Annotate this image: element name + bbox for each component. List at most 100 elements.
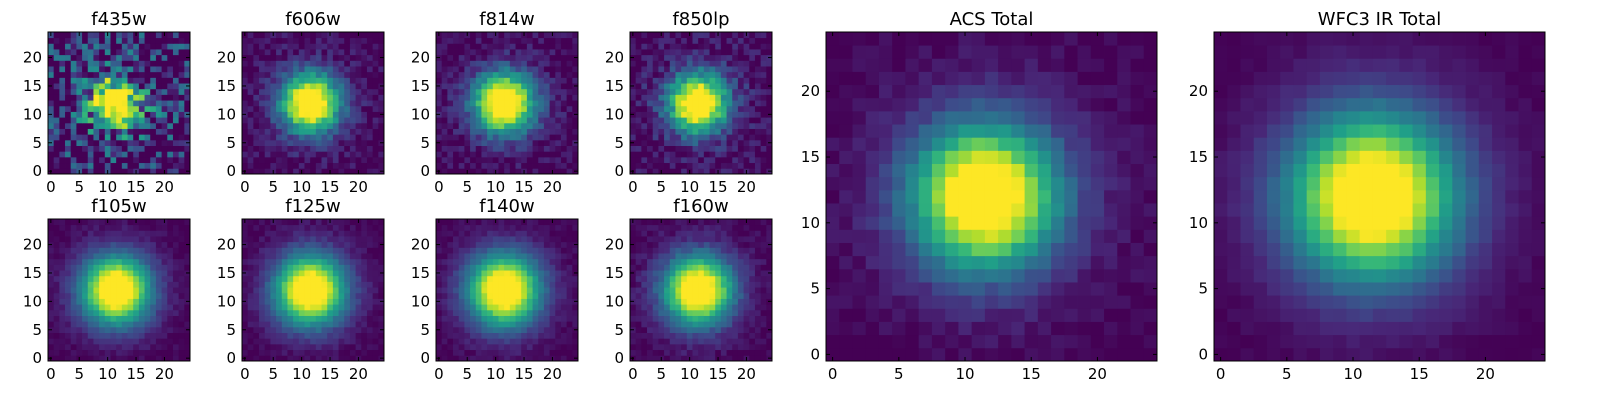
heatmap-cell bbox=[344, 309, 351, 316]
heatmap-cell bbox=[760, 151, 767, 158]
heatmap-cell bbox=[675, 145, 682, 152]
heatmap-cell bbox=[492, 134, 499, 141]
heatmap-cell bbox=[104, 43, 111, 50]
heatmap-cell bbox=[543, 32, 550, 39]
heatmap-cell bbox=[82, 88, 89, 95]
heatmap-cell bbox=[65, 162, 72, 169]
heatmap-cell bbox=[675, 134, 682, 141]
heatmap-cell bbox=[76, 270, 83, 277]
heatmap-cell bbox=[453, 156, 460, 164]
heatmap-cell bbox=[675, 128, 682, 135]
heatmap-cell bbox=[487, 338, 494, 345]
heatmap-cell bbox=[766, 332, 773, 339]
heatmap-cell bbox=[127, 326, 134, 333]
heatmap-cell bbox=[104, 122, 111, 129]
heatmap-cell bbox=[76, 343, 83, 351]
heatmap-cell bbox=[161, 54, 168, 61]
heatmap-cell bbox=[82, 332, 89, 339]
heatmap-cell bbox=[104, 304, 111, 311]
heatmap-cell bbox=[70, 77, 77, 84]
heatmap-cell bbox=[669, 71, 676, 78]
heatmap-cell bbox=[310, 145, 317, 152]
heatmap-cell bbox=[133, 49, 140, 56]
heatmap-cell bbox=[321, 105, 328, 112]
heatmap-cell bbox=[287, 71, 294, 78]
heatmap-cell bbox=[242, 304, 249, 311]
heatmap-cell bbox=[121, 338, 128, 345]
heatmap-cell bbox=[104, 83, 111, 90]
heatmap-cell bbox=[65, 156, 72, 164]
heatmap-cell bbox=[458, 88, 465, 95]
heatmap-cell bbox=[475, 66, 482, 73]
heatmap-cell bbox=[766, 77, 773, 84]
heatmap-cell bbox=[178, 83, 185, 90]
heatmap-cell bbox=[652, 309, 659, 316]
heatmap-cell bbox=[453, 241, 460, 248]
heatmap-cell bbox=[259, 88, 266, 95]
heatmap-cell bbox=[664, 117, 671, 124]
heatmap-cell bbox=[281, 236, 288, 243]
heatmap-cell bbox=[447, 145, 454, 152]
heatmap-cell bbox=[572, 156, 579, 164]
heatmap-cell bbox=[310, 111, 317, 118]
heatmap-cell bbox=[464, 349, 471, 356]
heatmap-cell bbox=[155, 156, 162, 164]
heatmap-cell bbox=[647, 338, 654, 345]
heatmap-cell bbox=[366, 128, 374, 135]
heatmap-cell bbox=[372, 156, 379, 164]
heatmap-cell bbox=[270, 224, 277, 231]
heatmap-cell bbox=[504, 247, 511, 254]
heatmap-cell bbox=[327, 236, 334, 243]
heatmap-cell bbox=[93, 332, 100, 339]
heatmap-cell bbox=[344, 60, 351, 67]
heatmap-cell bbox=[298, 128, 305, 135]
heatmap-cell bbox=[652, 128, 659, 135]
heatmap-cell bbox=[441, 270, 448, 277]
heatmap-cell bbox=[378, 77, 385, 84]
heatmap-cell bbox=[253, 49, 260, 56]
heatmap-cell bbox=[464, 292, 471, 299]
heatmap-cell bbox=[327, 54, 334, 61]
heatmap-cell bbox=[641, 43, 648, 50]
heatmap-cell bbox=[242, 264, 249, 271]
heatmap-cell bbox=[116, 71, 123, 78]
heatmap-cell bbox=[355, 349, 362, 356]
heatmap-cell bbox=[76, 145, 83, 152]
heatmap-cell bbox=[287, 49, 294, 56]
heatmap-cell bbox=[76, 111, 83, 118]
heatmap-cell bbox=[737, 304, 744, 311]
heatmap-cell bbox=[464, 151, 471, 158]
heatmap-cell bbox=[355, 66, 362, 73]
heatmap-cell bbox=[259, 128, 266, 135]
heatmap-cell bbox=[538, 287, 545, 294]
heatmap-cell bbox=[698, 88, 705, 95]
heatmap-cell bbox=[703, 128, 710, 135]
heatmap-cell bbox=[378, 275, 385, 282]
heatmap-cell bbox=[447, 275, 454, 282]
heatmap-cell bbox=[321, 122, 328, 129]
heatmap-cell bbox=[487, 298, 494, 305]
heatmap-cell bbox=[76, 224, 83, 231]
heatmap-cell bbox=[110, 298, 117, 305]
heatmap-cell bbox=[281, 270, 288, 277]
heatmap-cell bbox=[298, 54, 305, 61]
heatmap-cell bbox=[754, 32, 762, 39]
heatmap-cell bbox=[287, 258, 294, 265]
heatmap-cell bbox=[247, 321, 254, 328]
heatmap-cell bbox=[355, 145, 362, 152]
heatmap-cell bbox=[110, 145, 117, 152]
heatmap-cell bbox=[436, 37, 443, 44]
heatmap-cell bbox=[709, 32, 716, 39]
heatmap-cell bbox=[515, 315, 522, 322]
heatmap-cell bbox=[247, 236, 254, 243]
heatmap-cell bbox=[133, 105, 140, 112]
heatmap-cell bbox=[549, 156, 556, 164]
heatmap-cell bbox=[515, 241, 522, 248]
heatmap-cell bbox=[338, 60, 345, 67]
heatmap-cell bbox=[287, 32, 294, 39]
heatmap-cell bbox=[447, 49, 454, 56]
heatmap-cell bbox=[127, 281, 134, 288]
heatmap-cell bbox=[315, 100, 322, 107]
heatmap-cell bbox=[172, 338, 180, 345]
heatmap-cell bbox=[293, 43, 300, 50]
